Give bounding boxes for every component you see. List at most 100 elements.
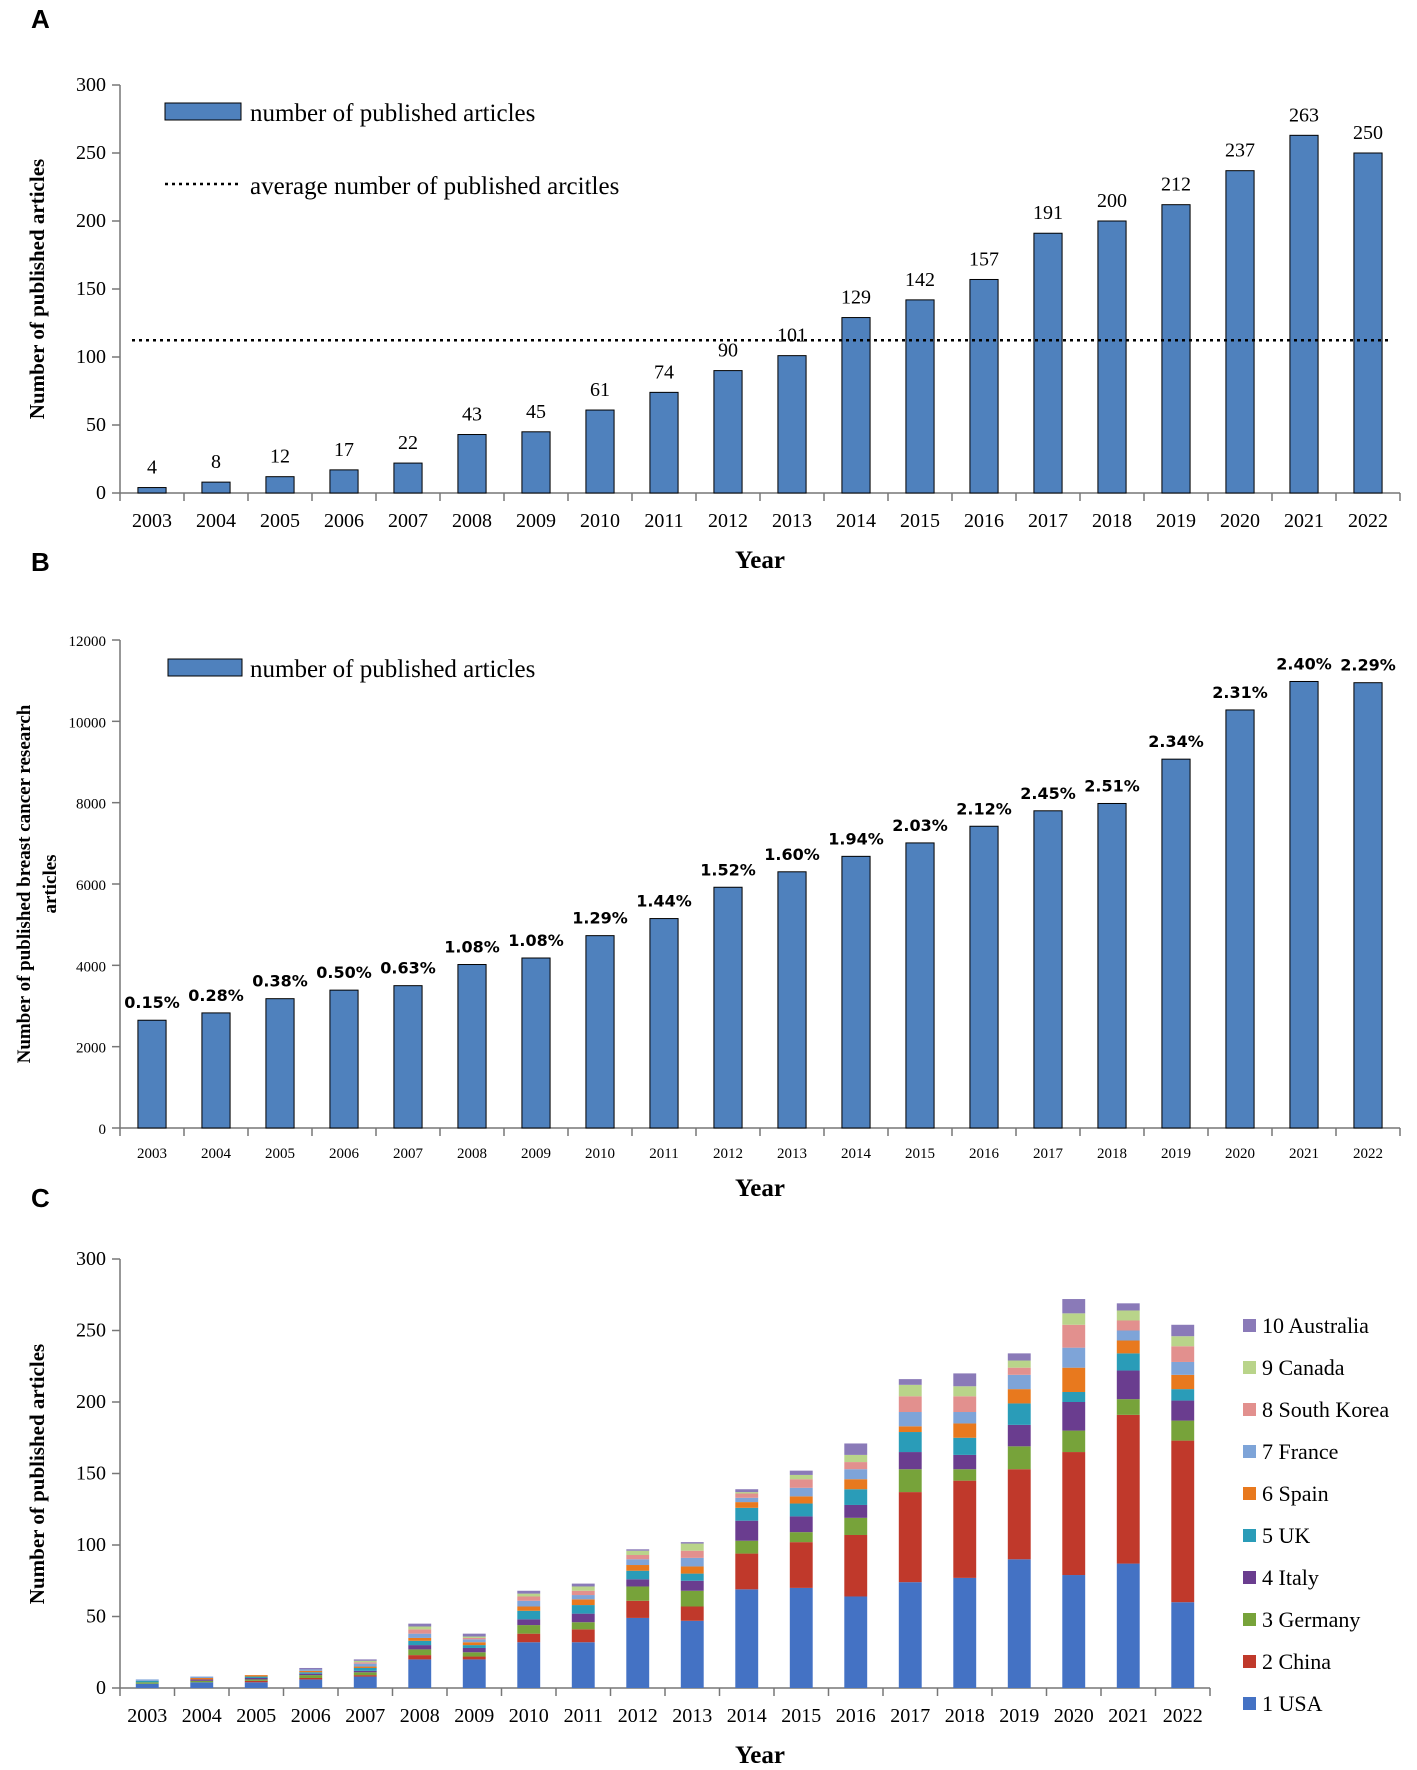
- a-x-tick-label: 2009: [516, 510, 556, 532]
- b-bar: [265, 998, 295, 1129]
- c-bar-segment: [1062, 1324, 1086, 1348]
- c-bar-segment: [299, 1679, 323, 1688]
- c-bar-segment: [1007, 1353, 1031, 1361]
- c-bar-segment: [1171, 1400, 1195, 1421]
- a-data-label: 142: [905, 269, 935, 291]
- a-x-tick-label: 2020: [1220, 510, 1260, 532]
- c-bar-segment: [735, 1502, 759, 1508]
- c-y-tick-label: 200: [76, 1391, 106, 1413]
- b-bar: [969, 825, 999, 1129]
- c-bar-segment: [1171, 1336, 1195, 1347]
- a-x-tick-label: 2019: [1156, 510, 1196, 532]
- c-bar-segment: [680, 1550, 704, 1558]
- c-bar-segment: [135, 1682, 159, 1684]
- b-y-axis-title-line2: articles: [40, 854, 61, 913]
- c-bar-segment: [1116, 1399, 1140, 1415]
- c-bar-segment: [244, 1679, 268, 1681]
- c-bar-segment: [789, 1496, 813, 1504]
- a-bar: [265, 476, 295, 494]
- c-bar-segment: [462, 1659, 486, 1688]
- a-y-tick-label: 0: [96, 482, 106, 504]
- c-bar-segment: [735, 1553, 759, 1590]
- b-x-tick-label: 2008: [457, 1146, 487, 1162]
- c-bar-segment: [1116, 1340, 1140, 1354]
- c-bar-segment: [626, 1559, 650, 1566]
- b-data-label: 2.40%: [1276, 654, 1332, 673]
- b-bar: [1225, 709, 1255, 1129]
- c-bar-segment: [299, 1667, 323, 1670]
- c-bar-segment: [898, 1426, 922, 1433]
- c-bar-segment: [1062, 1347, 1086, 1368]
- b-bar: [1353, 682, 1383, 1129]
- panel-label-c: C: [31, 1183, 50, 1213]
- c-bar-segment: [299, 1672, 323, 1674]
- b-bar: [777, 871, 807, 1129]
- a-bar: [649, 391, 679, 494]
- c-bar-segment: [299, 1669, 323, 1671]
- a-data-label: 129: [841, 287, 871, 309]
- c-bar-segment: [190, 1682, 214, 1688]
- b-bar: [201, 1012, 231, 1129]
- b-data-label: 2.45%: [1020, 784, 1076, 803]
- c-bar-segment: [408, 1645, 432, 1650]
- c-x-tick-label: 2015: [781, 1705, 821, 1727]
- b-x-tick-label: 2013: [777, 1146, 807, 1162]
- a-x-tick-label: 2011: [644, 510, 683, 532]
- b-bar: [1033, 810, 1063, 1129]
- b-legend-swatch-bar: [167, 658, 243, 677]
- b-data-label: 2.29%: [1340, 656, 1396, 675]
- a-x-tick-label: 2007: [388, 510, 428, 532]
- b-x-tick-label: 2022: [1353, 1146, 1383, 1162]
- c-bar-segment: [898, 1469, 922, 1493]
- c-bar-segment: [571, 1613, 595, 1623]
- c-y-tick-label: 150: [76, 1463, 106, 1485]
- c-bar-segment: [626, 1600, 650, 1618]
- c-bar-segment: [1062, 1575, 1086, 1688]
- c-bar-segment: [626, 1617, 650, 1688]
- c-legend-label: 7 France: [1262, 1439, 1338, 1464]
- c-bar-segment: [1062, 1299, 1086, 1314]
- c-x-tick-label: 2021: [1108, 1705, 1148, 1727]
- b-bar: [1161, 758, 1191, 1129]
- c-bar-segment: [135, 1683, 159, 1688]
- a-y-tick-label: 200: [76, 210, 106, 232]
- c-bar-segment: [1171, 1374, 1195, 1390]
- c-bar-segment: [898, 1412, 922, 1427]
- c-bar-segment: [626, 1550, 650, 1556]
- c-bar-segment: [1116, 1370, 1140, 1400]
- b-bar: [393, 985, 423, 1129]
- b-bar: [1097, 802, 1127, 1129]
- c-x-tick-label: 2013: [672, 1705, 712, 1727]
- a-data-label: 12: [270, 446, 290, 468]
- c-bar-segment: [462, 1642, 486, 1646]
- c-bar-segment: [517, 1590, 541, 1594]
- c-bar-segment: [517, 1600, 541, 1607]
- c-bar-segment: [680, 1566, 704, 1574]
- c-bar-segment: [517, 1593, 541, 1597]
- c-bar-segment: [517, 1633, 541, 1643]
- c-bar-segment: [408, 1655, 432, 1660]
- b-data-label: 1.60%: [764, 845, 820, 864]
- a-x-tick-label: 2016: [964, 510, 1004, 532]
- b-x-tick-label: 2009: [521, 1146, 551, 1162]
- c-bar-segment: [571, 1583, 595, 1587]
- c-x-tick-label: 2006: [291, 1705, 331, 1727]
- c-legend-label: 4 Italy: [1262, 1565, 1319, 1590]
- c-bar-segment: [353, 1663, 377, 1667]
- c-bar-segment: [190, 1677, 214, 1680]
- c-legend-label: 8 South Korea: [1262, 1397, 1389, 1422]
- c-x-tick-label: 2022: [1163, 1705, 1203, 1727]
- b-x-tick-label: 2021: [1289, 1146, 1319, 1162]
- c-legend-swatch: [1243, 1361, 1256, 1374]
- b-x-tick-label: 2014: [841, 1146, 872, 1162]
- b-x-tick-label: 2019: [1161, 1146, 1191, 1162]
- c-x-tick-label: 2017: [890, 1705, 930, 1727]
- c-legend-label: 9 Canada: [1262, 1355, 1345, 1380]
- a-data-label: 45: [526, 401, 546, 423]
- a-data-label: 43: [462, 404, 482, 426]
- a-x-tick-label: 2012: [708, 510, 748, 532]
- b-data-label: 0.15%: [124, 993, 180, 1012]
- b-bar: [329, 989, 359, 1129]
- a-data-label: 191: [1033, 202, 1063, 224]
- c-bar-segment: [898, 1432, 922, 1453]
